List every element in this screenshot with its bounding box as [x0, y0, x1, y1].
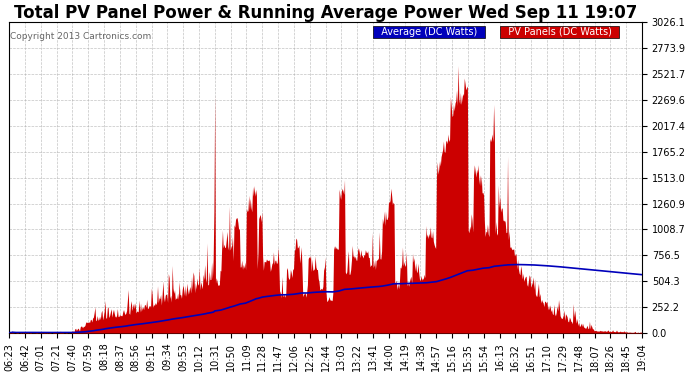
Text: PV Panels (DC Watts): PV Panels (DC Watts) [502, 27, 618, 37]
Text: Copyright 2013 Cartronics.com: Copyright 2013 Cartronics.com [10, 32, 152, 40]
Title: Total PV Panel Power & Running Average Power Wed Sep 11 19:07: Total PV Panel Power & Running Average P… [14, 4, 638, 22]
Text: Average (DC Watts): Average (DC Watts) [375, 27, 484, 37]
